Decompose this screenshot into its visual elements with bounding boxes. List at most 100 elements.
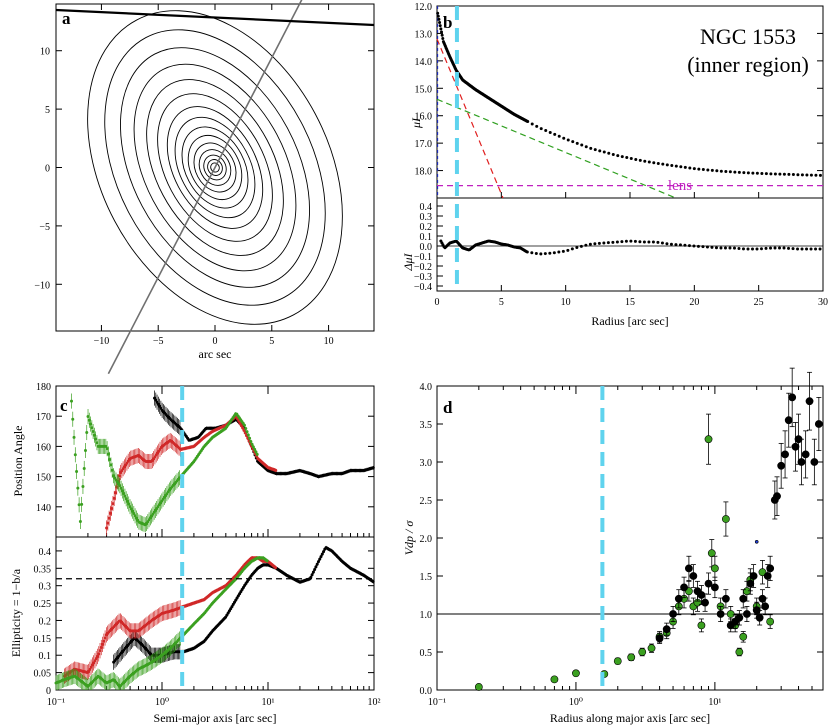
residual-point — [674, 243, 678, 247]
vdp-point-green — [638, 648, 647, 656]
position-angle-point — [77, 503, 81, 507]
y-tick-label: −0.4 — [414, 282, 432, 293]
residual-point — [615, 240, 619, 244]
vdp-point-black — [749, 572, 758, 580]
vdp-point-green — [613, 657, 622, 666]
residual-point — [678, 243, 682, 247]
ellipticity-point — [265, 559, 269, 563]
position-angle-point — [238, 421, 242, 425]
position-angle-point — [123, 494, 127, 498]
panel-c-xlabel: Semi-major axis [arc sec] — [154, 711, 277, 725]
x-tick-label: 10⁻¹ — [428, 697, 446, 708]
residual-point — [561, 249, 565, 253]
vdp-point-green — [758, 568, 767, 577]
panel-d-frame — [436, 385, 824, 691]
galaxy-subtitle: (inner region) — [687, 52, 809, 77]
position-angle-point — [109, 463, 113, 467]
profile-point — [589, 146, 593, 150]
vdp-point-black — [797, 458, 806, 466]
panel-c-bottom-frame — [55, 536, 375, 691]
x-tick-label: 10⁰ — [569, 697, 583, 708]
profile-point — [439, 27, 443, 31]
residual-point — [728, 246, 732, 250]
residual-point — [732, 246, 736, 250]
profile-point — [593, 148, 597, 152]
y-tick-label: 0.2 — [420, 222, 433, 233]
position-angle-point — [246, 433, 250, 437]
profile-point — [710, 168, 714, 172]
profile-point — [643, 159, 647, 163]
residual-point — [746, 247, 750, 251]
vdp-point-green — [647, 644, 656, 653]
residual-point — [638, 240, 642, 244]
y-tick-label: 0.4 — [39, 547, 52, 558]
y-tick-label: 0.3 — [420, 212, 433, 223]
position-angle-point — [86, 415, 90, 419]
ellipticity-point — [95, 654, 99, 658]
position-angle-point — [91, 430, 95, 434]
position-angle-point — [89, 422, 93, 426]
panel-b-profile-points — [436, 11, 822, 177]
panel-b-xlabel: Radius [arc sec] — [591, 314, 668, 328]
isophote-contour — [87, 10, 343, 325]
position-angle-point — [105, 447, 109, 451]
panel-d-ylabel: Vdp / σ — [402, 520, 416, 556]
profile-point — [782, 172, 786, 176]
vdp-point-black — [684, 564, 693, 573]
y-tick-label: 0.05 — [34, 669, 52, 680]
x-tick-label: 5 — [269, 336, 274, 347]
position-angle-point — [244, 427, 248, 431]
position-angle-point — [104, 444, 108, 448]
profile-point — [800, 173, 804, 177]
vdp-point-green — [710, 564, 719, 573]
residual-point — [633, 239, 637, 243]
y-tick-label: −5 — [39, 222, 50, 233]
vdp-point-green — [572, 669, 580, 678]
x-tick-label: −5 — [153, 336, 164, 347]
residual-point — [606, 241, 610, 245]
x-tick-label: 0 — [435, 297, 440, 308]
panel-b-model-lines — [436, 6, 823, 199]
position-angle-point — [71, 417, 75, 421]
isophote-contour — [157, 93, 273, 242]
residual-point — [791, 247, 795, 251]
position-angle-point — [122, 492, 126, 496]
vdp-point-green — [707, 549, 716, 558]
vdp-point-green — [627, 653, 636, 662]
profile-point — [733, 170, 737, 174]
isophote-contour — [210, 162, 220, 173]
panel-c-label: c — [60, 396, 68, 415]
major-axis-line — [107, 0, 303, 375]
y-tick-label: 0 — [46, 686, 51, 697]
residual-point — [773, 246, 777, 250]
profile-point — [746, 171, 750, 175]
position-angle-point — [131, 509, 135, 513]
position-angle-point — [248, 436, 252, 440]
ellipticity-point — [103, 636, 107, 640]
vdp-point-black — [662, 625, 671, 634]
y-tick-label: 15.0 — [415, 84, 433, 95]
residual-point — [656, 240, 660, 244]
profile-point — [611, 152, 615, 156]
position-angle-point — [241, 426, 245, 430]
vdp-point-green — [704, 435, 713, 444]
position-angle-point — [83, 448, 87, 452]
panel-a-contours — [87, 10, 343, 325]
x-tick-label: 10 — [324, 336, 334, 347]
profile-point — [629, 157, 633, 161]
bulge-component-line — [436, 38, 504, 199]
residual-point — [642, 240, 646, 244]
y-tick-label: 4.0 — [420, 382, 433, 393]
panel-a-ticks: −10 −5 0 5 10 −10 −5 0 5 10 — [34, 4, 374, 347]
vdp-point-black — [755, 613, 764, 622]
profile-point — [620, 155, 624, 159]
profile-point — [809, 173, 813, 177]
ellipticity-point — [97, 652, 101, 656]
profile-point — [584, 145, 588, 149]
x-tick-label: 15 — [625, 297, 635, 308]
x-tick-label: 25 — [754, 297, 764, 308]
y-tick-label: 3.0 — [420, 458, 433, 469]
residual-point — [750, 247, 754, 251]
residual-point — [696, 244, 700, 248]
y-tick-label: 0 — [45, 164, 50, 175]
